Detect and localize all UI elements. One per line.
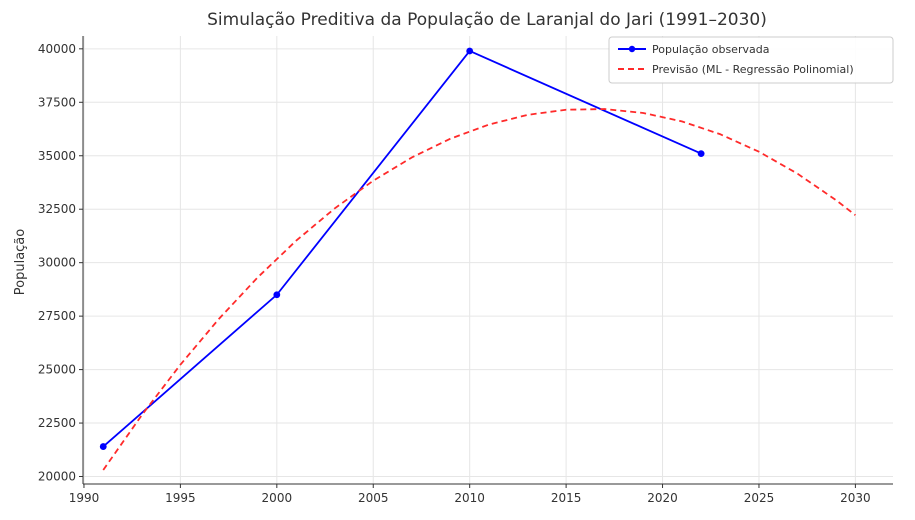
observed-data-point <box>99 443 107 450</box>
observed-data-point <box>273 291 281 299</box>
legend-layer: População observada Previsão (ML - Regre… <box>608 36 894 84</box>
x-tick-label: 2005 <box>358 491 389 505</box>
legend-box <box>608 36 894 84</box>
x-tick-label: 2015 <box>551 491 582 505</box>
y-tick-label: 35000 <box>38 149 76 163</box>
y-tick-label: 20000 <box>38 470 76 484</box>
x-tick-label: 2030 <box>840 491 871 505</box>
y-tick-label: 30000 <box>38 256 76 270</box>
x-tick-label: 2010 <box>454 491 485 505</box>
y-tick-label: 32500 <box>38 202 76 216</box>
legend-label-observed: População observada <box>652 43 769 56</box>
x-tick-label: 1995 <box>165 491 196 505</box>
observed-data-point <box>697 150 705 158</box>
y-axis-label: População <box>13 229 28 296</box>
observed-data-point <box>466 47 474 55</box>
series-line-observed <box>102 50 702 448</box>
legend-observed-marker-swatch <box>628 45 636 53</box>
series-line-forecast <box>102 108 856 471</box>
grid-layer <box>83 36 893 484</box>
y-tick-label: 40000 <box>38 42 76 56</box>
y-tick-label: 22500 <box>38 416 76 430</box>
x-tick-label: 2000 <box>262 491 293 505</box>
x-tick-label: 2025 <box>744 491 775 505</box>
x-tick-label: 1990 <box>69 491 100 505</box>
legend-label-forecast: Previsão (ML - Regressão Polinomial) <box>652 63 854 76</box>
y-tick-label: 27500 <box>38 309 76 323</box>
y-tick-label: 25000 <box>38 363 76 377</box>
x-tick-label: 2020 <box>647 491 678 505</box>
y-tick-label: 37500 <box>38 95 76 109</box>
series-layer <box>99 47 856 471</box>
axes-layer: 1990 1995 2000 2005 2010 2015 2020 2025 2030 2000… <box>38 36 893 505</box>
chart-title: Simulação Preditiva da População de Lara… <box>207 10 767 30</box>
